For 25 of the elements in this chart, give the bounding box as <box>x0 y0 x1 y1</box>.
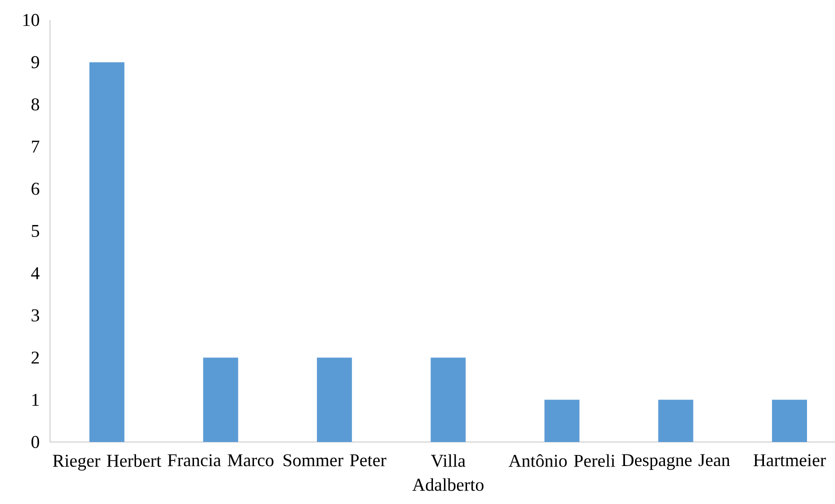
bar <box>316 358 352 442</box>
y-tick-label: 9 <box>31 56 40 68</box>
y-tick-label: 6 <box>32 182 40 195</box>
y-tick-label: 0 <box>31 436 40 448</box>
x-tick-label: Sommer Peter <box>284 454 386 466</box>
bar <box>772 400 807 442</box>
x-tick-label: Despagne Jean <box>622 454 730 470</box>
y-tick-label: 5 <box>32 225 40 237</box>
y-tick-label: 8 <box>31 98 40 110</box>
bar <box>430 358 466 442</box>
bar <box>544 400 580 442</box>
x-tick-label: Francia Marco <box>168 454 274 466</box>
x-tick-label: Rieger Herbert <box>52 454 162 471</box>
bar <box>658 400 694 442</box>
bar <box>203 358 238 442</box>
bar <box>89 62 124 442</box>
x-tick-label: Antônio Pereli <box>508 454 616 467</box>
y-tick-label: 2 <box>32 352 39 364</box>
y-tick-label: 10 <box>23 14 40 26</box>
x-tick-label: Hartmeier <box>754 454 826 466</box>
y-tick-label: 4 <box>31 267 40 280</box>
y-tick-label: 1 <box>32 394 39 406</box>
y-tick-label: 3 <box>32 309 40 322</box>
y-tick-label: 7 <box>32 140 40 152</box>
x-tick-label: Villa Adalberto <box>412 454 484 491</box>
